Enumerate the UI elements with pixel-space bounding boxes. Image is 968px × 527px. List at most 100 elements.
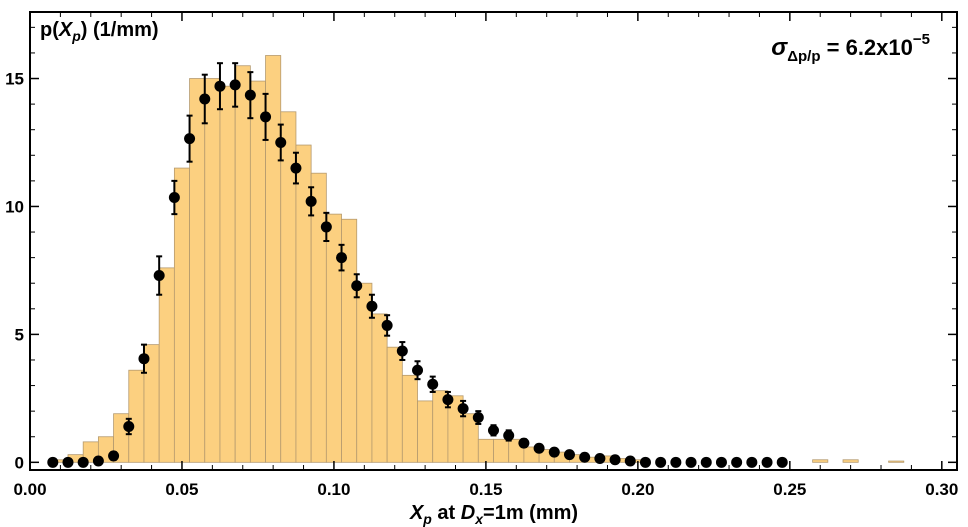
x-axis-title-sub2: x: [474, 511, 484, 527]
x-axis-title: Xp at Dx=1m (mm): [409, 502, 578, 527]
data-point: [153, 270, 165, 282]
data-point: [594, 452, 606, 464]
data-point: [47, 456, 59, 468]
y-axis-title-var: X: [58, 19, 74, 41]
data-point: [427, 378, 439, 390]
data-point: [488, 424, 499, 436]
data-point: [229, 79, 241, 91]
data-point: [563, 449, 575, 461]
data-point: [609, 454, 621, 466]
data-point: [336, 252, 348, 264]
sigma-value: = 6.2x10: [821, 35, 913, 60]
x-axis-title-var: X: [409, 502, 425, 524]
histogram-bar: [219, 85, 236, 463]
data-point: [244, 89, 256, 101]
data-point: [199, 93, 211, 105]
data-point: [548, 446, 560, 458]
histogram-bar: [842, 459, 859, 463]
x-axis-title-var2: D: [461, 502, 475, 524]
data-point: [412, 364, 424, 376]
x-axis-title-sub: p: [422, 511, 432, 527]
data-point: [168, 192, 180, 204]
data-point: [670, 456, 682, 468]
data-point: [351, 280, 363, 292]
data-point: [320, 221, 332, 233]
y-tick-label: 0: [15, 453, 24, 472]
histogram-bar: [325, 213, 342, 463]
data-point: [457, 403, 469, 415]
histogram-bar: [462, 413, 479, 463]
sigma-exponent: −5: [913, 31, 930, 48]
data-point: [108, 450, 120, 462]
plot-frame: [29, 11, 958, 471]
y-tick-label: 15: [5, 70, 24, 89]
y-axis-ticks: 0 5 10 15: [5, 26, 957, 472]
data-point: [138, 353, 150, 365]
data-point: [518, 437, 530, 449]
data-point: [123, 421, 135, 433]
histogram-bar: [249, 80, 266, 463]
data-point: [184, 133, 196, 145]
data-point: [533, 442, 545, 454]
x-axis-ticks: 0.00 0.05 0.10 0.15 0.20 0.25 0.30: [13, 12, 958, 499]
data-point: [639, 456, 651, 468]
data-point: [624, 455, 636, 467]
data-point: [776, 456, 788, 468]
x-axis-title-mid: at: [432, 502, 461, 524]
x-tick-label: 0.05: [165, 480, 198, 499]
y-axis-title-base: p(: [40, 19, 59, 41]
data-point: [381, 319, 393, 331]
histogram-bars: [52, 55, 905, 463]
data-point: [77, 456, 89, 468]
data-point: [731, 456, 743, 468]
y-axis-title: p(Xp) (1/mm): [40, 19, 159, 44]
histogram-bar: [386, 346, 403, 463]
data-point: [62, 456, 74, 468]
histogram-bar: [204, 78, 221, 463]
data-point: [503, 429, 515, 441]
x-tick-label: 0.20: [621, 480, 654, 499]
x-axis-title-tail: =1m (mm): [483, 502, 578, 524]
y-axis-title-tail: ) (1/mm): [81, 19, 159, 41]
x-tick-label: 0.25: [773, 480, 806, 499]
data-point: [685, 456, 697, 468]
histogram-bar: [812, 459, 829, 463]
data-point: [305, 195, 317, 207]
histogram-bar: [401, 374, 418, 463]
x-tick-label: 0.30: [925, 480, 958, 499]
data-point: [715, 456, 727, 468]
y-tick-label: 5: [15, 325, 24, 344]
histogram-bar: [158, 267, 175, 463]
data-point: [700, 456, 712, 468]
data-point: [396, 345, 408, 357]
data-point: [366, 300, 378, 312]
x-tick-label: 0.15: [469, 480, 502, 499]
sigma-annotation: σΔp/p = 6.2x10−5: [771, 31, 930, 65]
histogram-bar: [493, 438, 510, 463]
y-tick-label: 10: [5, 197, 24, 216]
histogram-bar: [295, 144, 312, 463]
histogram-bar: [888, 460, 905, 463]
data-point: [442, 394, 454, 406]
data-point: [214, 80, 226, 92]
data-point: [579, 451, 591, 463]
data-point: [260, 111, 272, 123]
y-axis-title-sub: p: [71, 28, 81, 44]
data-points: [47, 62, 788, 468]
data-point: [275, 136, 287, 148]
sigma-symbol: σ: [771, 34, 788, 61]
histogram-bar: [173, 167, 190, 463]
data-point: [472, 412, 484, 424]
x-tick-label: 0.10: [317, 480, 350, 499]
data-point: [92, 455, 104, 467]
histogram-bar: [234, 65, 251, 463]
histogram-bar: [310, 172, 327, 463]
data-point: [655, 456, 667, 468]
x-tick-label: 0.00: [13, 480, 46, 499]
data-point: [761, 456, 773, 468]
histogram-bar: [477, 438, 494, 463]
histogram-bar: [128, 369, 145, 463]
data-point: [746, 456, 758, 468]
sigma-subscript: Δp/p: [787, 48, 820, 65]
